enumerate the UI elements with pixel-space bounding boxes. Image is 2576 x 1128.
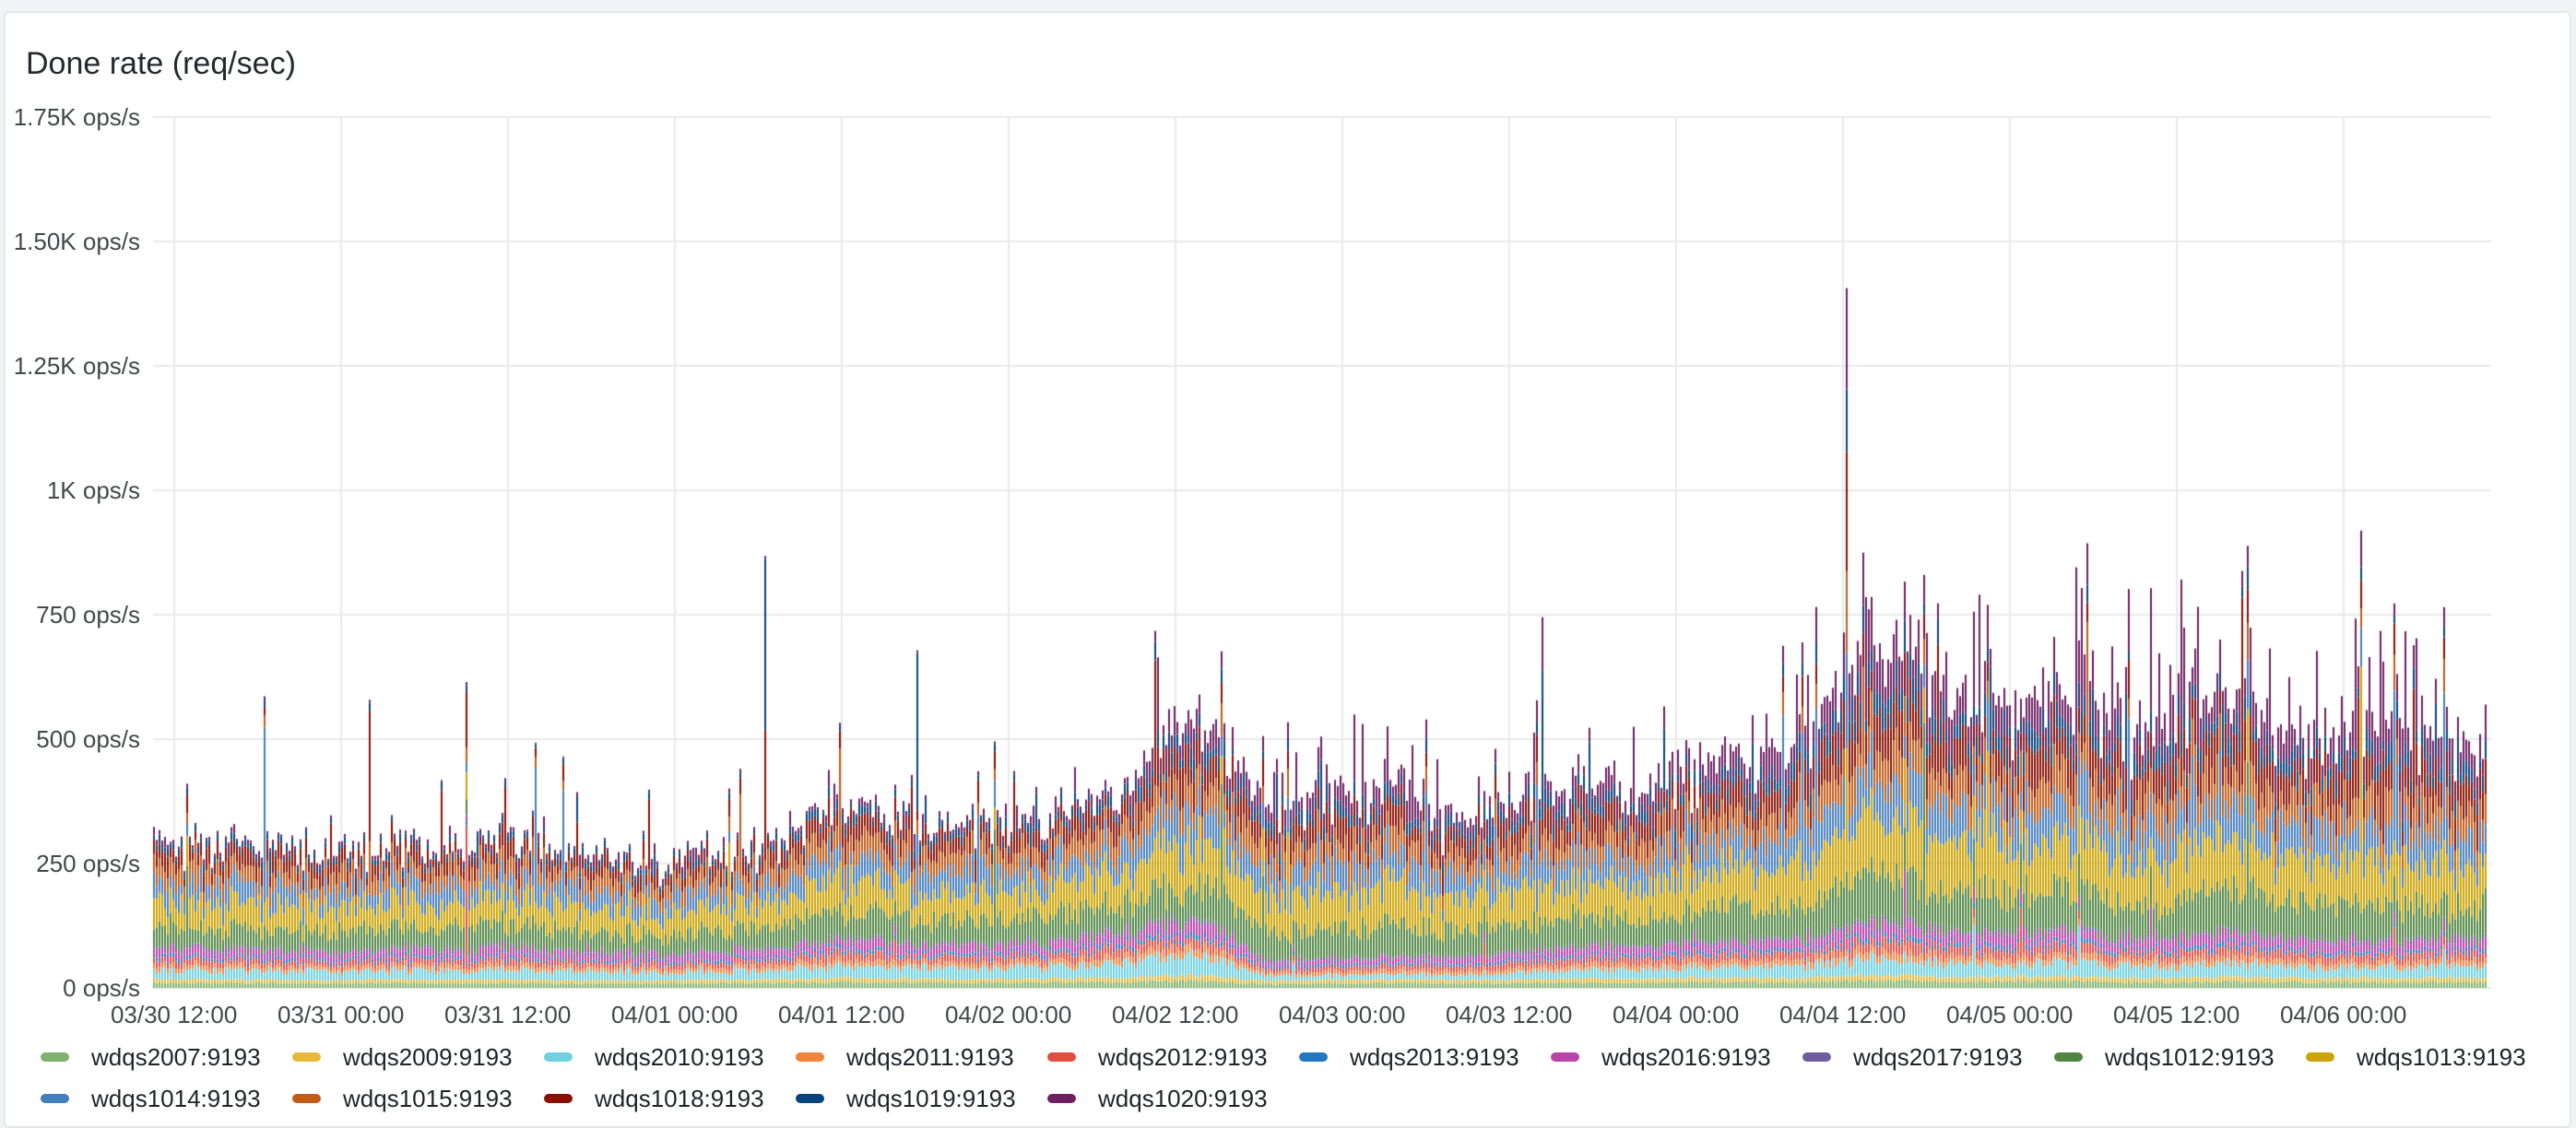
legend-label: wdqs2010:9193: [595, 1042, 764, 1071]
legend-label: wdqs2016:9193: [1601, 1042, 1771, 1071]
legend-swatch-icon: [544, 1052, 573, 1062]
legend-item-wdqs1013[interactable]: wdqs1013:9193: [2306, 1042, 2558, 1072]
legend-label: wdqs1019:9193: [846, 1084, 1016, 1112]
legend-label: wdqs2013:9193: [1350, 1042, 1519, 1071]
legend-item-wdqs2016[interactable]: wdqs2016:9193: [1551, 1042, 1802, 1072]
legend-item-wdqs2009[interactable]: wdqs2009:9193: [292, 1042, 544, 1072]
x-axis-tick: 04/03 12:00: [1445, 1001, 1573, 1028]
legend-item-wdqs2011[interactable]: wdqs2011:9193: [796, 1042, 1047, 1072]
legend-swatch-icon: [796, 1094, 824, 1103]
legend-swatch-icon: [292, 1094, 321, 1103]
y-axis-tick: 1.50K ops/s: [13, 228, 140, 255]
legend-swatch-icon: [292, 1052, 321, 1062]
legend-swatch-icon: [41, 1052, 69, 1062]
legend-item-wdqs2013[interactable]: wdqs2013:9193: [1299, 1042, 1551, 1072]
legend-label: wdqs1014:9193: [91, 1084, 261, 1112]
y-axis-tick: 1K ops/s: [46, 476, 140, 504]
y-axis-tick: 500 ops/s: [36, 725, 140, 753]
legend-label: wdqs1020:9193: [1098, 1084, 1268, 1112]
legend-swatch-icon: [41, 1094, 69, 1103]
chart-canvas[interactable]: [6, 13, 2570, 1036]
x-axis-tick: 03/30 12:00: [110, 1001, 238, 1028]
legend-swatch-icon: [1047, 1052, 1076, 1062]
legend-swatch-icon: [1551, 1052, 1579, 1062]
x-axis-tick: 04/01 12:00: [777, 1001, 905, 1028]
legend-swatch-icon: [1299, 1052, 1328, 1062]
x-axis-tick: 04/03 00:00: [1278, 1001, 1406, 1028]
x-axis-tick: 04/05 12:00: [2112, 1001, 2240, 1028]
x-axis-tick: 04/06 00:00: [2279, 1001, 2407, 1028]
y-axis-tick: 750 ops/s: [36, 601, 140, 629]
legend-item-wdqs1019[interactable]: wdqs1019:9193: [796, 1084, 1047, 1113]
x-axis-tick: 04/04 12:00: [1778, 1001, 1907, 1028]
legend-item-wdqs1018[interactable]: wdqs1018:9193: [544, 1084, 796, 1113]
x-axis-tick: 04/05 00:00: [1945, 1001, 2074, 1028]
timeseries-panel: Done rate (req/sec) 1.75K ops/s1.50K ops…: [4, 11, 2571, 1128]
legend-item-wdqs1014[interactable]: wdqs1014:9193: [41, 1084, 292, 1113]
legend-label: wdqs1013:9193: [2357, 1042, 2526, 1071]
legend-swatch-icon: [2306, 1052, 2334, 1062]
legend-swatch-icon: [796, 1052, 824, 1062]
y-axis-tick: 0 ops/s: [63, 974, 140, 1002]
legend-label: wdqs2007:9193: [91, 1042, 261, 1071]
legend-item-wdqs1012[interactable]: wdqs1012:9193: [2054, 1042, 2306, 1072]
y-axis-tick: 250 ops/s: [36, 850, 140, 877]
legend-label: wdqs2012:9193: [1098, 1042, 1268, 1071]
y-axis-tick: 1.25K ops/s: [13, 352, 140, 380]
x-axis-tick: 03/31 00:00: [277, 1001, 405, 1028]
legend-item-wdqs2010[interactable]: wdqs2010:9193: [544, 1042, 796, 1072]
legend-label: wdqs2017:9193: [1853, 1042, 2023, 1071]
legend-label: wdqs2011:9193: [846, 1042, 1014, 1071]
legend-label: wdqs1018:9193: [595, 1084, 764, 1112]
legend-swatch-icon: [544, 1094, 573, 1103]
legend-swatch-icon: [2054, 1052, 2083, 1062]
x-axis-tick: 03/31 12:00: [443, 1001, 572, 1028]
legend-swatch-icon: [1802, 1052, 1831, 1062]
legend: wdqs2007:9193 wdqs2009:9193 wdqs2010:9193 w…: [41, 1042, 2569, 1113]
y-axis-tick: 1.75K ops/s: [13, 103, 140, 131]
legend-item-wdqs2012[interactable]: wdqs2012:9193: [1047, 1042, 1299, 1072]
x-axis-tick: 04/02 12:00: [1111, 1001, 1239, 1028]
legend-label: wdqs2009:9193: [343, 1042, 513, 1071]
legend-swatch-icon: [1047, 1094, 1076, 1103]
x-axis-tick: 04/02 00:00: [944, 1001, 1072, 1028]
legend-item-wdqs2007[interactable]: wdqs2007:9193: [41, 1042, 292, 1072]
legend-item-wdqs1020[interactable]: wdqs1020:9193: [1047, 1084, 1299, 1113]
x-axis-tick: 04/01 00:00: [610, 1001, 739, 1028]
legend-item-wdqs1015[interactable]: wdqs1015:9193: [292, 1084, 544, 1113]
legend-item-wdqs2017[interactable]: wdqs2017:9193: [1802, 1042, 2054, 1072]
legend-label: wdqs1012:9193: [2105, 1042, 2275, 1071]
legend-label: wdqs1015:9193: [343, 1084, 513, 1112]
x-axis-tick: 04/04 00:00: [1612, 1001, 1740, 1028]
